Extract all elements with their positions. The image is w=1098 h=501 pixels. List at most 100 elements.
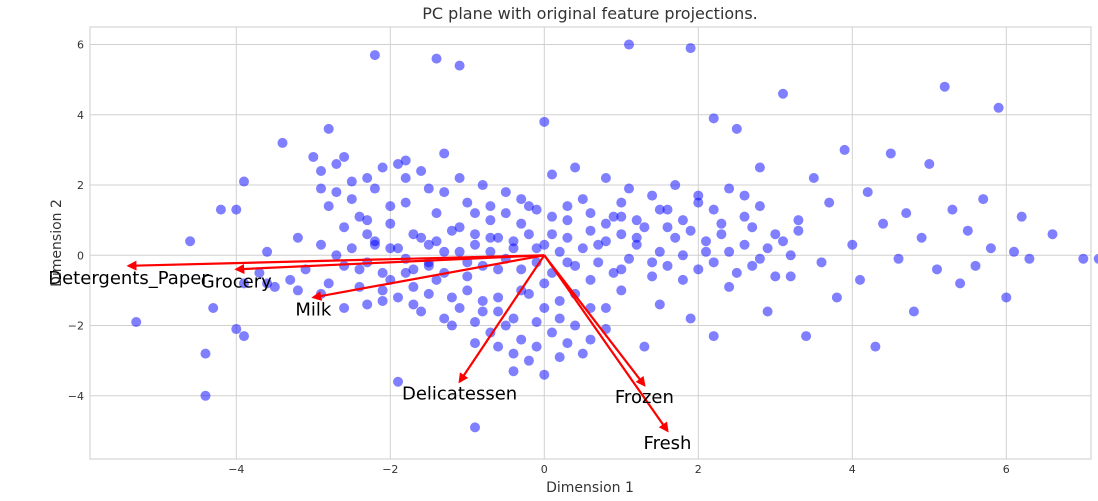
data-point [1078, 253, 1089, 264]
data-point [316, 166, 326, 176]
data-point [539, 239, 550, 250]
data-point [701, 236, 711, 247]
data-point [724, 183, 735, 194]
data-point [262, 278, 273, 289]
data-point [955, 278, 966, 289]
data-point [562, 201, 573, 212]
data-point [547, 211, 557, 222]
chart-title: PC plane with original feature projectio… [422, 4, 757, 23]
data-point [231, 324, 242, 335]
data-point [731, 267, 742, 278]
data-point [993, 102, 1004, 113]
data-point [731, 123, 742, 134]
y-tick-label: 2 [77, 179, 84, 192]
data-point [346, 243, 357, 254]
data-point [523, 288, 534, 299]
data-point [593, 257, 604, 268]
data-point [539, 369, 550, 380]
data-point [400, 155, 411, 166]
data-point [585, 334, 596, 345]
data-point [408, 264, 419, 275]
data-point [716, 218, 727, 229]
feature-label: Frozen [615, 387, 674, 408]
data-point [693, 197, 704, 208]
data-point [539, 278, 550, 289]
x-tick-label: 4 [849, 463, 856, 476]
data-point [647, 271, 658, 282]
data-point [631, 215, 642, 226]
data-point [393, 292, 403, 303]
data-point [239, 176, 249, 187]
data-point [423, 183, 434, 194]
data-point [870, 341, 881, 352]
data-point [439, 187, 450, 198]
data-point [754, 162, 765, 173]
data-point [239, 331, 249, 342]
data-point [254, 267, 265, 278]
data-point [662, 204, 673, 215]
data-point [493, 232, 504, 243]
data-point [801, 331, 812, 342]
feature-arrow [543, 254, 646, 387]
data-point [508, 313, 519, 324]
data-point [262, 246, 273, 257]
data-point [631, 232, 642, 243]
data-point [1009, 246, 1019, 257]
data-point [762, 243, 773, 254]
data-point [616, 264, 627, 275]
data-point [747, 260, 758, 271]
data-point [824, 197, 835, 208]
data-point [685, 225, 696, 236]
data-point [616, 285, 627, 296]
data-point [754, 201, 765, 212]
data-point [616, 229, 627, 240]
data-point [508, 366, 519, 377]
data-point [493, 292, 504, 303]
data-point [600, 236, 611, 247]
data-point [446, 225, 457, 236]
data-point [362, 229, 373, 240]
data-point [516, 334, 527, 345]
data-point [677, 250, 688, 261]
data-point [215, 204, 226, 215]
data-point [531, 243, 542, 254]
data-point [285, 274, 296, 285]
data-point [554, 295, 565, 306]
data-point [947, 204, 958, 215]
data-point [654, 246, 665, 257]
data-point [485, 232, 496, 243]
data-point [485, 201, 496, 212]
data-point [1024, 253, 1035, 264]
data-point [269, 281, 280, 292]
data-point [308, 151, 319, 162]
data-point [208, 302, 219, 313]
data-point [400, 173, 411, 184]
feature-arrow [458, 254, 546, 384]
data-point [485, 215, 496, 226]
feature-arrow [126, 254, 545, 271]
data-point [585, 274, 596, 285]
feature-label: Delicatessen [402, 384, 517, 405]
data-point [292, 285, 303, 296]
data-point [778, 88, 788, 99]
data-point [593, 239, 604, 250]
data-point [408, 299, 419, 310]
data-point [493, 264, 504, 275]
data-point [500, 208, 511, 219]
data-point [239, 278, 249, 289]
data-point [862, 187, 873, 198]
data-point [585, 208, 596, 219]
data-point [770, 229, 781, 240]
data-point [393, 376, 403, 387]
data-point [454, 173, 465, 184]
data-point [901, 208, 912, 219]
data-point [893, 253, 904, 264]
data-point [585, 225, 596, 236]
data-point [454, 302, 465, 313]
data-point [446, 320, 457, 331]
y-tick-label: −2 [68, 320, 84, 333]
y-tick-label: −4 [68, 390, 84, 403]
data-point [670, 232, 681, 243]
data-point [446, 292, 457, 303]
